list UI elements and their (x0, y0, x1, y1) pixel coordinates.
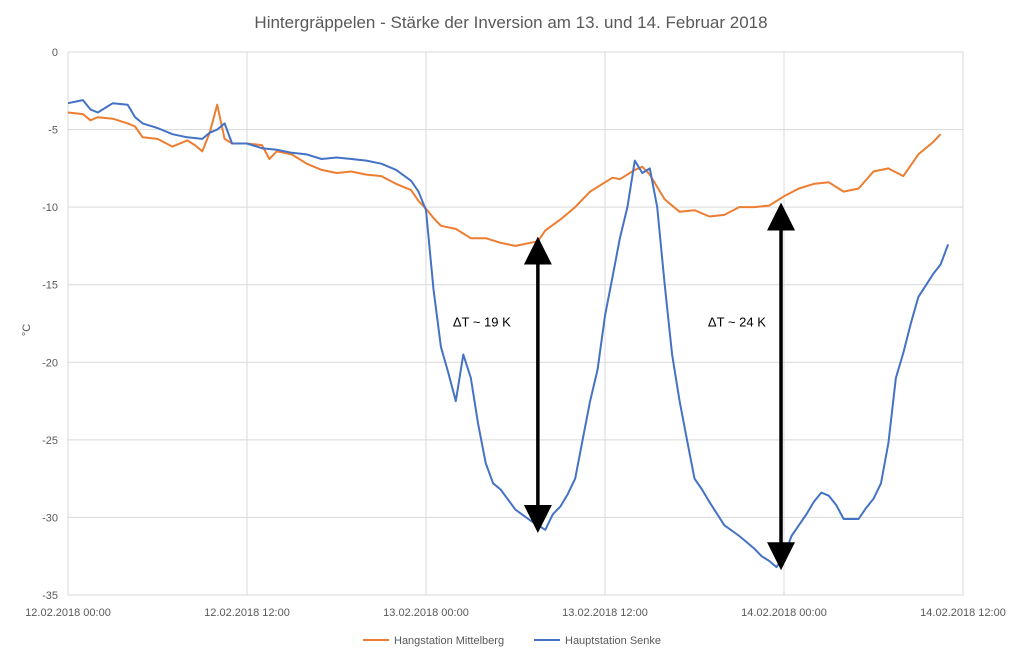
grid-lines (67, 51, 964, 596)
y-axis-label: °C (21, 324, 33, 336)
x-tick-label: 12.02.2018 12:00 (204, 607, 290, 619)
delta-t-label: ΔT ~ 24 K (708, 315, 766, 330)
legend-label: Hangstation Mittelberg (394, 635, 504, 647)
x-tick-label: 14.02.2018 12:00 (920, 607, 1006, 619)
y-tick-label: 0 (52, 47, 58, 59)
x-tick-label: 12.02.2018 00:00 (25, 607, 111, 619)
y-tick-label: -15 (42, 280, 58, 292)
y-tick-label: -25 (42, 435, 58, 447)
series-layer (67, 99, 950, 569)
y-tick-label: -30 (42, 512, 58, 524)
plot-area-border (67, 51, 964, 596)
x-tick-label: 14.02.2018 00:00 (741, 607, 827, 619)
y-tick-label: -20 (42, 357, 58, 369)
annotations: ΔT ~ 19 K ΔT ~ 24 K (453, 202, 796, 571)
series-line-hauptstation (67, 99, 950, 569)
delta-t-label: ΔT ~ 19 K (453, 315, 511, 330)
chart-title: Hintergräppelen - Stärke der Inversion a… (254, 13, 767, 32)
x-tick-label: 13.02.2018 12:00 (562, 607, 648, 619)
series-line-hangstation (67, 103, 942, 247)
legend: Hangstation Mittelberg Hauptstation Senke (363, 635, 661, 647)
axes: 0 -5 -10 -15 -20 -25 -30 -35 12.02.2018 00:00 12.… (25, 47, 1006, 619)
legend-label: Hauptstation Senke (565, 635, 661, 647)
y-tick-label: -5 (48, 125, 58, 137)
x-tick-label: 13.02.2018 00:00 (383, 607, 469, 619)
y-tick-label: -10 (42, 202, 58, 214)
y-tick-label: -35 (42, 590, 58, 602)
